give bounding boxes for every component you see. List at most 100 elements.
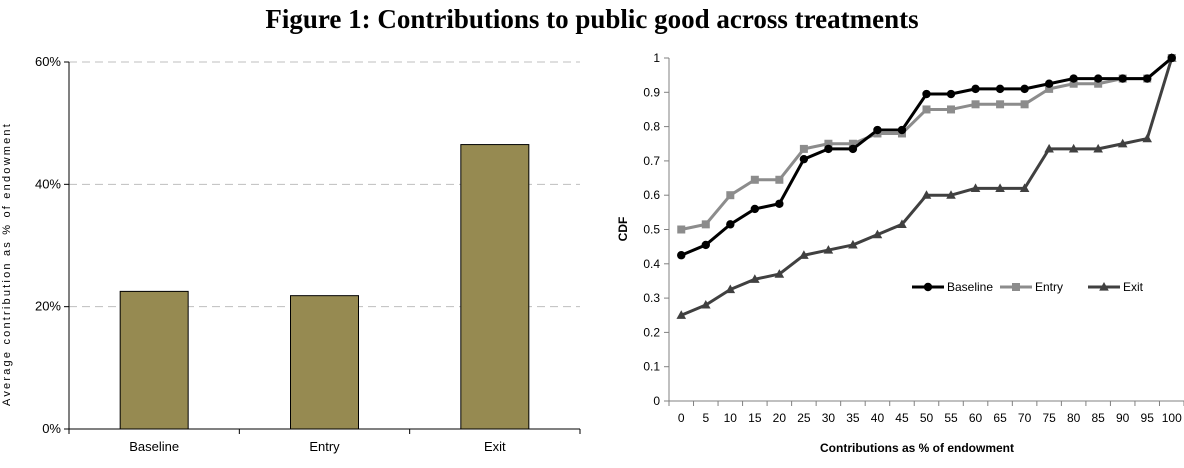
cdf-chart-x-tick-label: 100 <box>1162 411 1182 425</box>
cdf-chart-x-tick-label: 60 <box>969 411 983 425</box>
series-baseline-point <box>1143 74 1152 83</box>
bar-chart-x-tick-label: Exit <box>484 439 506 454</box>
series-baseline-point <box>897 125 907 135</box>
series-exit-point <box>799 250 809 259</box>
series-baseline-point <box>873 125 882 135</box>
series-entry-point <box>1094 79 1103 88</box>
series-exit-point <box>1093 143 1103 153</box>
series-baseline-point <box>799 154 809 164</box>
bar-chart-x-tick-label: Entry <box>309 439 340 454</box>
series-exit-point <box>1068 143 1079 153</box>
series-exit-point <box>676 310 687 319</box>
series-exit-point <box>921 190 932 199</box>
series-baseline-point <box>995 84 1005 94</box>
series-entry-point <box>996 100 1005 109</box>
series-baseline-point <box>677 251 686 260</box>
series-baseline-point <box>1118 74 1127 83</box>
legend-baseline-marker <box>923 282 933 292</box>
cdf-chart-x-tick-label: 0 <box>678 411 685 425</box>
series-exit-point <box>995 183 1005 192</box>
series-exit-point <box>774 269 785 278</box>
series-baseline-point <box>701 240 710 250</box>
cdf-chart-y-tick-label: 0.4 <box>643 257 660 271</box>
series-baseline-point <box>775 199 784 208</box>
series-entry-point <box>1069 79 1078 88</box>
cdf-chart-x-tick-label: 10 <box>724 411 738 425</box>
cdf-chart-y-tick-label: 0.1 <box>643 360 660 374</box>
cdf-chart-x-tick-label: 90 <box>1116 411 1130 425</box>
series-entry-point <box>824 139 833 148</box>
series-baseline-point <box>1167 53 1176 63</box>
series-exit-point <box>750 274 760 283</box>
series-exit-point <box>1044 143 1054 153</box>
cdf-chart-x-tick-label: 65 <box>993 411 1007 425</box>
series-baseline-point <box>1069 74 1078 83</box>
cdf-chart-x-tick-label: 35 <box>846 411 860 425</box>
series-baseline-point <box>750 204 760 214</box>
legend-entry-marker <box>1012 283 1020 291</box>
series-entry-point <box>775 175 784 184</box>
series-entry-point <box>1020 100 1029 109</box>
bar-chart: Average contribution as % of endowment 0… <box>1 54 581 454</box>
cdf-chart-legend: Baseline Entry Exit <box>912 280 1144 294</box>
series-exit <box>676 53 1177 319</box>
legend-exit-marker <box>1099 282 1109 291</box>
series-baseline-point <box>946 89 956 99</box>
series-entry-point <box>701 220 710 229</box>
series-exit-point <box>946 190 956 199</box>
series-entry-point <box>971 100 980 109</box>
series-exit-point <box>823 245 834 254</box>
legend-entry-label: Entry <box>1035 280 1063 294</box>
cdf-chart-x-tick-label: 25 <box>797 411 811 425</box>
cdf-chart-x-tick-label: 80 <box>1067 411 1081 425</box>
series-exit-point <box>1142 133 1153 143</box>
cdf-chart-x-tick-label: 30 <box>822 411 836 425</box>
series-entry-point <box>947 105 956 114</box>
cdf-chart-y-tick-label: 0.3 <box>643 291 660 305</box>
cdf-chart-x-axis-label: Contributions as % of endowment <box>820 441 1014 455</box>
series-exit-point <box>725 284 736 294</box>
cdf-chart-x-tick-label: 95 <box>1141 411 1155 425</box>
series-exit-point <box>897 219 907 228</box>
series-entry-point <box>726 191 735 200</box>
series-baseline-point <box>726 220 735 229</box>
cdf-chart-y-tick-label: 0.2 <box>643 325 660 339</box>
series-baseline-point <box>922 89 931 99</box>
series-entry-point <box>922 105 931 114</box>
cdf-chart-y-tick-label: 0.6 <box>643 188 660 202</box>
cdf-chart-y-tick-label: 0.7 <box>643 154 660 168</box>
bar-exit <box>460 144 530 430</box>
bar-baseline <box>119 290 189 430</box>
cdf-chart-y-tick-label: 1 <box>653 51 660 65</box>
cdf-chart-x-tick-label: 5 <box>702 411 709 425</box>
series-exit-point <box>970 183 981 192</box>
cdf-chart-x-tick-label: 15 <box>748 411 762 425</box>
bar-chart-y-axis-label: Average contribution as % of endowment <box>1 122 13 406</box>
cdf-chart-y-axis-label: CDF <box>616 217 630 242</box>
legend-baseline-label: Baseline <box>947 280 993 294</box>
series-baseline-point <box>971 84 980 94</box>
cdf-chart-y-tick-label: 0 <box>653 394 660 408</box>
series-exit-point <box>700 299 711 309</box>
series-baseline-point <box>848 144 858 154</box>
cdf-chart: CDF Contributions as % of endowment 0 0.1… <box>616 51 1184 455</box>
series-baseline <box>677 53 1176 260</box>
series-entry-point <box>799 144 808 153</box>
series-baseline-point <box>824 144 833 154</box>
series-exit-point <box>1117 138 1128 148</box>
series-exit-point <box>848 239 858 249</box>
bar-chart-y-tick-label: 40% <box>35 176 61 191</box>
bar-chart-x-tick-label: Baseline <box>129 439 179 454</box>
series-entry-point <box>848 139 857 148</box>
cdf-chart-x-tick-label: 50 <box>920 411 934 425</box>
cdf-chart-x-tick-label: 70 <box>1018 411 1032 425</box>
legend-exit-label: Exit <box>1123 280 1144 294</box>
cdf-chart-x-tick-label: 75 <box>1042 411 1056 425</box>
series-exit-point <box>872 229 883 239</box>
bar-chart-y-tick-label: 60% <box>35 54 61 69</box>
cdf-chart-x-tick-label: 45 <box>895 411 909 425</box>
series-entry-point <box>750 175 759 184</box>
series-baseline-point <box>1020 84 1029 94</box>
series-entry-point <box>1045 84 1054 93</box>
cdf-chart-x-tick-label: 85 <box>1091 411 1105 425</box>
